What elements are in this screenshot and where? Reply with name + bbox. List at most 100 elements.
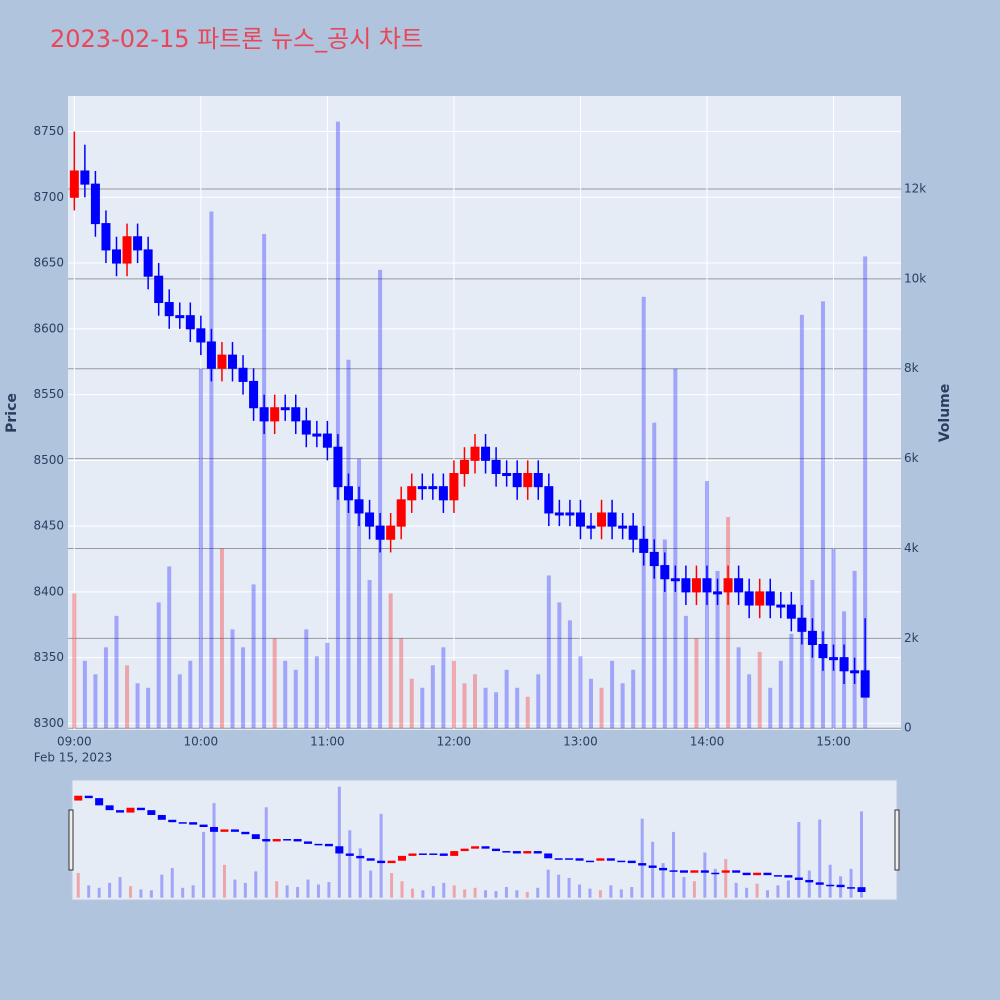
mini-candle-body: [732, 870, 741, 873]
mini-candle-body: [544, 853, 553, 859]
candle-body: [628, 525, 638, 540]
mini-candle-body: [565, 858, 574, 860]
x-tick-label: 10:00: [184, 735, 219, 749]
mini-candle-body: [773, 875, 782, 877]
x-tick-label: 15:00: [816, 735, 851, 749]
candle-body: [839, 657, 849, 672]
mini-candle-body: [356, 855, 365, 859]
mini-candle-body: [418, 853, 427, 855]
mini-volume-bar: [672, 831, 676, 898]
mini-candle-body: [606, 858, 615, 861]
mini-candle-body: [387, 860, 396, 864]
mini-volume-bar: [128, 886, 132, 898]
mini-volume-bar: [828, 864, 832, 898]
volume-bar: [789, 633, 794, 729]
mini-volume-bar: [661, 863, 665, 898]
volume-bar: [768, 687, 773, 729]
mini-volume-bar: [578, 884, 582, 898]
candle-body: [818, 644, 828, 659]
mini-candle-body: [189, 822, 198, 825]
mini-candle-body: [168, 819, 177, 823]
candle-body: [122, 236, 132, 264]
volume-bar: [114, 615, 119, 729]
candle-body: [786, 604, 796, 619]
mini-volume-bar: [682, 877, 686, 898]
range-slider[interactable]: [71, 779, 898, 901]
range-handle-right[interactable]: [894, 809, 900, 871]
y2-axis-title: Volume: [937, 384, 953, 443]
candle-body: [301, 420, 311, 435]
volume-bar: [831, 548, 836, 729]
mini-candle-body: [283, 839, 292, 841]
mini-volume-bar: [369, 870, 373, 898]
candle-body: [428, 486, 438, 490]
mini-candle-body: [721, 870, 730, 873]
volume-bar: [135, 683, 140, 729]
volume-bar: [863, 256, 868, 729]
volume-bar: [409, 678, 414, 729]
mini-volume-bar: [703, 852, 707, 898]
mini-volume-bar: [306, 879, 310, 898]
mini-candle-body: [366, 858, 375, 861]
mini-volume-bar: [264, 807, 268, 898]
mini-volume-bar: [87, 885, 91, 898]
mini-volume-bar: [431, 886, 435, 898]
volume-bar: [494, 692, 499, 729]
candle-body: [512, 473, 522, 488]
volume-bar: [641, 296, 646, 729]
candle-body: [375, 525, 385, 540]
mini-volume-bar: [849, 868, 853, 898]
candle-body: [69, 170, 79, 198]
candle-body: [670, 578, 680, 582]
candle-body: [396, 499, 406, 527]
volume-bar: [451, 660, 456, 729]
y-tick-label: 8750: [33, 124, 64, 138]
volume-bar: [251, 584, 256, 729]
mini-candle-body: [638, 863, 647, 866]
mini-volume-bar: [442, 882, 446, 898]
mini-volume-bar: [316, 884, 320, 898]
mini-candle-body: [575, 858, 584, 861]
candle-body: [217, 354, 227, 369]
candle-body: [713, 591, 723, 595]
mini-volume-bar: [222, 864, 226, 898]
candle-body: [80, 170, 90, 185]
candle-body: [438, 486, 448, 501]
candle-body: [354, 499, 364, 514]
mini-volume-bar: [108, 882, 112, 898]
plot-area: [68, 96, 901, 730]
mini-volume-bar: [421, 890, 425, 898]
mini-candle-body: [314, 843, 323, 846]
volume-bar: [388, 593, 393, 729]
mini-volume-bar: [734, 882, 738, 898]
mini-candle-body: [491, 848, 500, 852]
mini-candle-body: [126, 807, 135, 813]
candle-body: [491, 459, 501, 475]
mini-volume-bar: [797, 822, 801, 898]
mini-volume-bar: [536, 887, 540, 898]
volume-bar: [726, 517, 731, 729]
volume-bar: [599, 687, 604, 729]
mini-candle-body: [116, 810, 125, 813]
volume-bar: [588, 678, 593, 729]
mini-volume-bar: [745, 887, 749, 898]
candle-body: [417, 486, 427, 490]
mini-candle-body: [345, 853, 354, 856]
mini-candle-body: [74, 795, 83, 801]
mini-volume-bar: [254, 871, 258, 898]
volume-bar: [146, 687, 151, 729]
mini-volume-bar: [170, 868, 174, 898]
volume-bar: [610, 660, 615, 729]
candle-body: [649, 551, 659, 567]
candle-body: [755, 591, 765, 606]
volume-bar: [567, 620, 572, 729]
candle-body: [797, 617, 807, 632]
mini-volume-bar: [379, 813, 383, 898]
mini-volume-bar: [390, 873, 394, 898]
range-handle-left[interactable]: [68, 809, 74, 871]
y2-tick-label: 4k: [904, 541, 919, 555]
candle-body: [618, 525, 628, 529]
y2-tick-label: 2k: [904, 631, 919, 645]
candle-body: [860, 670, 870, 698]
candle-body: [481, 446, 491, 461]
